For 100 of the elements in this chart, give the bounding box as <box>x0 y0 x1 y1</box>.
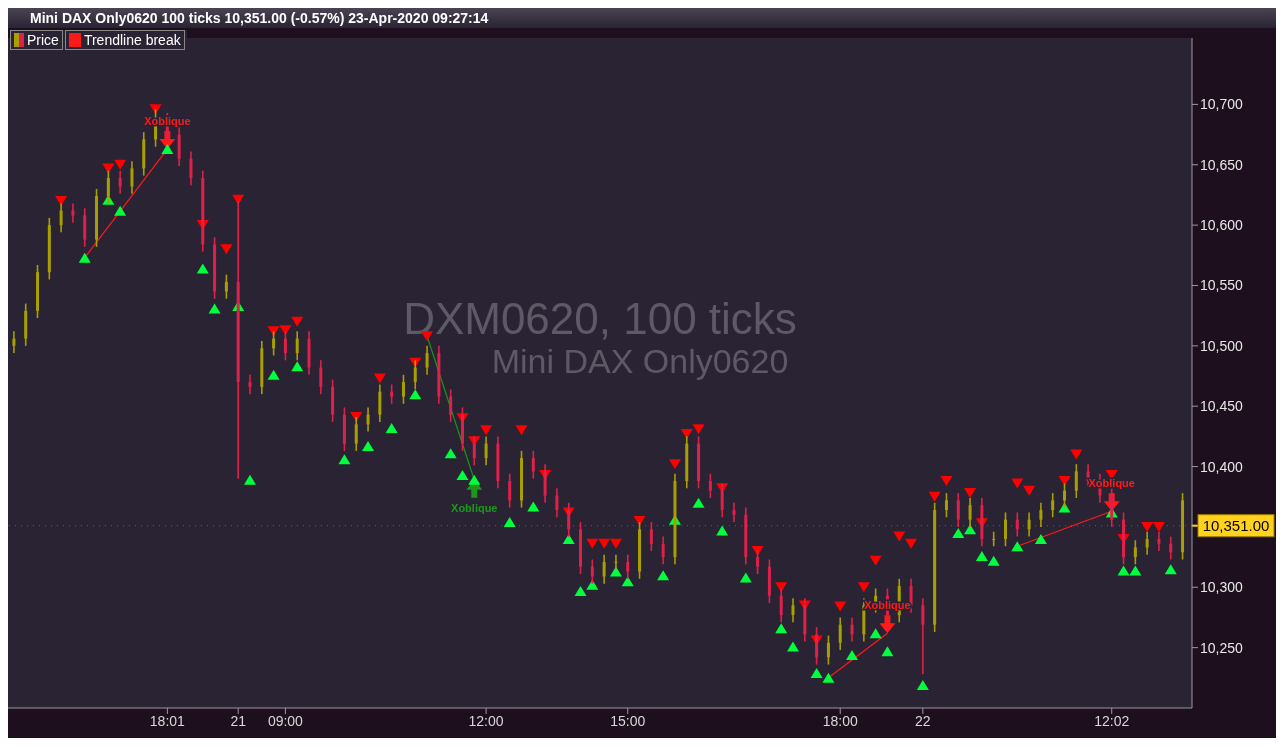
point <box>916 680 929 691</box>
candlestick <box>508 473 512 509</box>
point <box>598 538 611 549</box>
point <box>220 244 233 255</box>
y-tick-label: 10,250 <box>1200 639 1244 656</box>
point <box>1152 521 1165 532</box>
candlestick <box>1145 530 1149 556</box>
point <box>1129 565 1142 576</box>
candlestick <box>319 359 323 395</box>
point <box>987 555 1000 566</box>
point <box>775 623 788 634</box>
candlestick <box>59 202 63 234</box>
point <box>279 325 292 336</box>
candlestick <box>272 330 276 357</box>
x-tick-label: 15:00 <box>610 712 646 729</box>
candlestick <box>1015 511 1019 538</box>
point <box>527 501 540 512</box>
y-tick-label: 10,650 <box>1200 156 1244 173</box>
x-tick-label: 09:00 <box>267 712 304 729</box>
point <box>267 369 280 380</box>
candlestick <box>909 578 913 614</box>
point <box>680 428 693 439</box>
candlestick <box>484 435 488 467</box>
point <box>822 672 835 683</box>
candlestick <box>661 535 665 566</box>
point <box>102 163 115 174</box>
point <box>1164 564 1177 575</box>
candlestick <box>449 388 453 423</box>
candlestick <box>295 330 299 362</box>
point <box>409 389 422 400</box>
point <box>385 422 398 433</box>
point <box>1011 541 1024 552</box>
candlestick <box>756 549 760 575</box>
candlestick <box>248 374 252 395</box>
candlestick <box>520 450 523 509</box>
point <box>609 566 622 577</box>
point <box>267 326 280 337</box>
point <box>338 454 351 465</box>
point <box>149 104 162 115</box>
candlestick <box>921 597 925 675</box>
point <box>633 515 646 526</box>
point <box>964 488 977 499</box>
point <box>940 476 953 487</box>
candlestick <box>602 553 606 585</box>
candlestick <box>555 487 559 519</box>
chart-title: Mini DAX Only0620 100 ticks 10,351.00 (-0.57%) 23-Apr-2020 09:27:14 <box>8 8 1276 28</box>
point <box>291 316 304 327</box>
point <box>609 538 622 549</box>
point <box>893 531 906 542</box>
candlestick <box>732 501 736 523</box>
y-tick-label: 10,500 <box>1200 337 1244 354</box>
candlestick <box>720 482 724 519</box>
point <box>503 517 516 528</box>
point <box>1070 449 1083 460</box>
point <box>905 538 918 549</box>
point <box>78 252 91 263</box>
x-tick-label: 18:00 <box>822 712 858 729</box>
point <box>515 425 528 436</box>
candlestick <box>36 264 40 319</box>
point <box>55 195 68 206</box>
x-tick-label: 21 <box>230 712 247 729</box>
point <box>1058 502 1071 513</box>
legend-label: Price <box>10 30 63 50</box>
y-tick-label: 10,550 <box>1200 277 1244 294</box>
candlestick <box>1027 511 1031 538</box>
point <box>1141 521 1154 532</box>
point <box>657 570 670 581</box>
x-tick-label: 22 <box>915 712 931 729</box>
candlestick <box>567 501 571 538</box>
candlestick <box>779 587 783 624</box>
point <box>668 459 681 470</box>
candlestick <box>366 406 370 433</box>
candlestick <box>1063 482 1067 509</box>
candlestick <box>1003 511 1007 548</box>
x-tick-label: 12:00 <box>468 712 504 729</box>
candlestick <box>815 626 819 666</box>
candlestick <box>106 169 110 205</box>
point <box>952 527 965 538</box>
candlestick <box>390 383 394 405</box>
point <box>716 525 729 536</box>
point <box>114 205 127 216</box>
candlestick <box>1169 535 1173 561</box>
point <box>739 572 752 583</box>
point <box>975 550 988 561</box>
point <box>869 628 882 639</box>
candlestick <box>626 553 630 580</box>
point <box>480 425 493 436</box>
point <box>196 263 209 274</box>
candlestick <box>614 553 618 570</box>
point <box>362 441 375 452</box>
candlestick <box>531 450 535 480</box>
y-tick-label: 10,400 <box>1200 458 1244 475</box>
x-tick-label: 12:02 <box>1094 712 1130 729</box>
point <box>456 470 469 481</box>
candlestick <box>1051 492 1055 519</box>
point <box>787 641 799 652</box>
y-tick-label: 10,450 <box>1200 398 1244 415</box>
candlestick <box>283 330 287 362</box>
candlestick <box>944 492 948 519</box>
candlestick <box>401 374 405 405</box>
